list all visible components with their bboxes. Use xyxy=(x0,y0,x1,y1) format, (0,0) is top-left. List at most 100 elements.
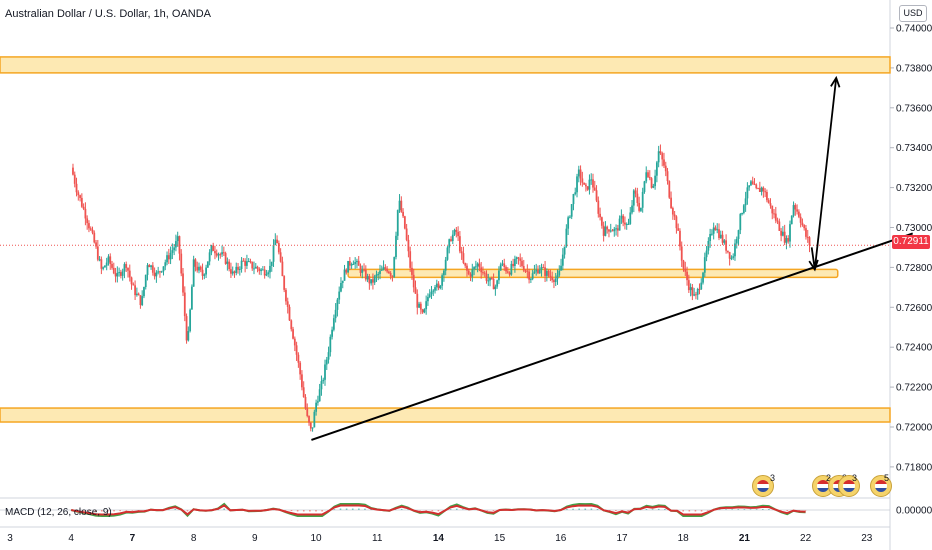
candle-body xyxy=(764,191,767,193)
candle-body xyxy=(450,239,452,241)
candle-body xyxy=(533,271,536,274)
candle-body xyxy=(384,267,387,269)
economic-event-icon[interactable] xyxy=(752,475,774,497)
candle-body xyxy=(554,278,557,283)
candle-body xyxy=(276,239,278,244)
macd-histogram-bar xyxy=(700,510,703,512)
candle-body xyxy=(806,236,809,238)
candle-body xyxy=(789,224,791,242)
candle-body xyxy=(332,318,335,330)
candle-body xyxy=(228,261,231,270)
candle-body xyxy=(226,261,229,264)
candle-body xyxy=(137,293,140,296)
macd-histogram-bar xyxy=(107,510,109,512)
candle-body xyxy=(423,309,426,313)
candle-body xyxy=(382,267,385,270)
candle-body xyxy=(492,278,495,290)
candle-body xyxy=(482,272,484,274)
candle-body xyxy=(379,270,381,274)
candle-body xyxy=(766,191,768,201)
candle-body xyxy=(508,272,511,275)
candle-body xyxy=(794,205,797,210)
candle-body xyxy=(210,245,213,253)
candle-body xyxy=(670,197,672,209)
economic-event-icon[interactable] xyxy=(838,475,860,497)
macd-histogram-bar xyxy=(719,509,721,510)
candle-body xyxy=(760,187,763,193)
candle-body xyxy=(364,269,367,280)
candle-body xyxy=(434,287,436,291)
candle-body xyxy=(363,269,365,271)
candle-body xyxy=(616,228,619,231)
candle-body xyxy=(702,272,704,283)
candle-body xyxy=(517,257,520,259)
candle-body xyxy=(593,187,596,191)
candle-body xyxy=(620,215,623,219)
economic-event-icon[interactable] xyxy=(870,475,892,497)
candle-body xyxy=(132,284,135,286)
candle-body xyxy=(100,259,103,269)
macd-histogram-bar xyxy=(315,510,317,512)
candle-body xyxy=(705,250,708,258)
x-tick-label: 14 xyxy=(433,533,445,544)
candle-body xyxy=(577,169,580,177)
candle-body xyxy=(214,250,216,254)
candle-body xyxy=(666,171,669,182)
candle-body xyxy=(803,225,806,229)
candle-body xyxy=(419,303,422,310)
candle-body xyxy=(632,190,635,206)
candle-body xyxy=(590,179,593,181)
candle-body xyxy=(501,263,504,265)
macd-histogram-bar xyxy=(645,508,648,510)
candle-body xyxy=(556,275,559,279)
macd-histogram-bar xyxy=(608,510,611,511)
signal-line xyxy=(70,504,806,516)
candle-body xyxy=(118,272,121,274)
candle-body xyxy=(547,270,550,276)
x-tick-label: 9 xyxy=(252,533,258,544)
macd-histogram-bar xyxy=(82,510,85,511)
candle-body xyxy=(249,261,252,263)
candle-body xyxy=(206,261,209,268)
candle-body xyxy=(398,200,401,211)
candle-body xyxy=(723,240,726,243)
macd-histogram-bar xyxy=(621,510,623,511)
candle-body xyxy=(201,269,204,276)
candle-body xyxy=(102,267,105,269)
candle-body xyxy=(421,309,424,313)
candle-body xyxy=(261,269,264,271)
candle-body xyxy=(391,275,394,277)
candle-body xyxy=(576,176,578,193)
candle-body xyxy=(542,267,545,269)
candle-body xyxy=(359,265,362,273)
candle-body xyxy=(755,184,758,189)
last-price-tag: 0.72911 xyxy=(892,235,930,249)
candle-body xyxy=(393,257,396,277)
candle-body xyxy=(719,234,722,238)
candle-body xyxy=(654,175,657,187)
candle-body xyxy=(687,280,690,291)
candle-body xyxy=(112,267,115,274)
candle-body xyxy=(329,336,332,353)
candle-body xyxy=(286,301,289,307)
candle-body xyxy=(638,202,641,211)
candle-body xyxy=(519,258,522,261)
x-tick-label: 21 xyxy=(739,533,751,544)
macd-histogram-bar xyxy=(186,510,189,512)
macd-histogram-bar xyxy=(125,510,128,511)
macd-histogram-bar xyxy=(657,508,660,510)
candle-body xyxy=(292,329,294,339)
candle-body xyxy=(474,266,477,268)
candle-body xyxy=(553,280,555,283)
currency-badge[interactable]: USD xyxy=(899,5,927,22)
candle-body xyxy=(781,231,784,236)
y-tick-label: 0.73600 xyxy=(896,103,932,114)
candle-body xyxy=(189,309,192,332)
candle-body xyxy=(613,228,616,232)
candle-body xyxy=(655,162,658,176)
candle-body xyxy=(325,359,328,365)
candle-body xyxy=(162,266,165,272)
candle-body xyxy=(647,172,649,177)
candle-body xyxy=(148,265,151,268)
